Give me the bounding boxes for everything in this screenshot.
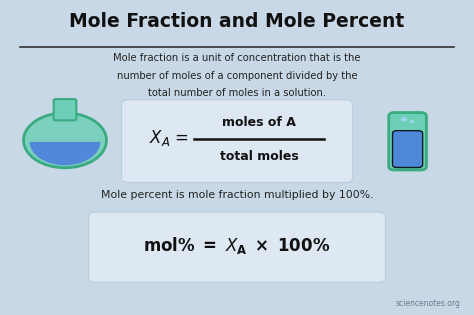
FancyBboxPatch shape — [121, 100, 353, 182]
Circle shape — [401, 117, 407, 122]
Text: Mole percent is mole fraction multiplied by 100%.: Mole percent is mole fraction multiplied… — [101, 190, 373, 200]
FancyBboxPatch shape — [89, 212, 385, 282]
Circle shape — [24, 113, 107, 168]
Text: number of moles of a component divided by the: number of moles of a component divided b… — [117, 71, 357, 81]
FancyBboxPatch shape — [392, 131, 423, 168]
Text: =: = — [174, 129, 188, 147]
Text: sciencenotes.org: sciencenotes.org — [396, 299, 461, 308]
Text: $\mathit{X}_A$: $\mathit{X}_A$ — [149, 128, 170, 148]
Wedge shape — [30, 142, 100, 165]
Text: total moles: total moles — [220, 150, 299, 163]
Text: $\mathbf{mol\%\ =\ \mathit{X}_A\ \times\ 100\%}$: $\mathbf{mol\%\ =\ \mathit{X}_A\ \times\… — [143, 235, 331, 256]
Text: total number of moles in a solution.: total number of moles in a solution. — [148, 89, 326, 99]
Text: Mole fraction is a unit of concentration that is the: Mole fraction is a unit of concentration… — [113, 53, 361, 63]
FancyBboxPatch shape — [54, 99, 76, 120]
Text: Mole Fraction and Mole Percent: Mole Fraction and Mole Percent — [69, 12, 405, 31]
Circle shape — [410, 120, 415, 123]
FancyBboxPatch shape — [389, 112, 427, 170]
Text: moles of A: moles of A — [222, 116, 296, 129]
